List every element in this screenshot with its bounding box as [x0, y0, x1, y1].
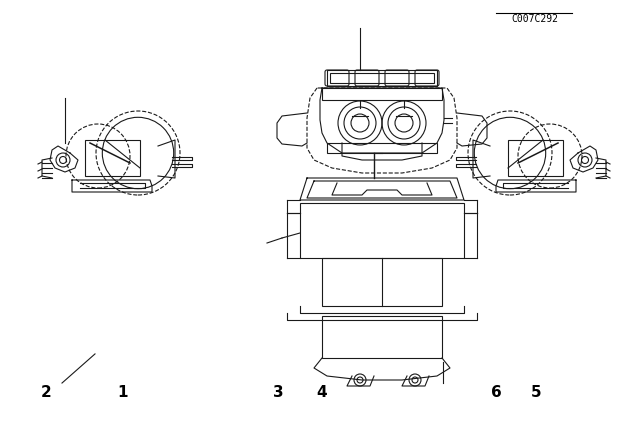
Text: 3: 3	[273, 384, 284, 400]
Bar	[322, 316, 442, 358]
Text: 4: 4	[317, 384, 327, 400]
Bar	[322, 88, 442, 100]
Bar	[322, 258, 442, 306]
Text: 2: 2	[41, 384, 51, 400]
Bar	[327, 70, 437, 86]
Text: C007C292: C007C292	[511, 14, 558, 24]
Bar	[85, 140, 140, 176]
Bar	[327, 143, 437, 153]
Bar	[508, 140, 563, 176]
Bar	[330, 73, 434, 83]
Text: 1: 1	[118, 384, 128, 400]
Text: 5: 5	[531, 384, 541, 400]
Bar	[300, 203, 464, 258]
Text: 6: 6	[491, 384, 501, 400]
